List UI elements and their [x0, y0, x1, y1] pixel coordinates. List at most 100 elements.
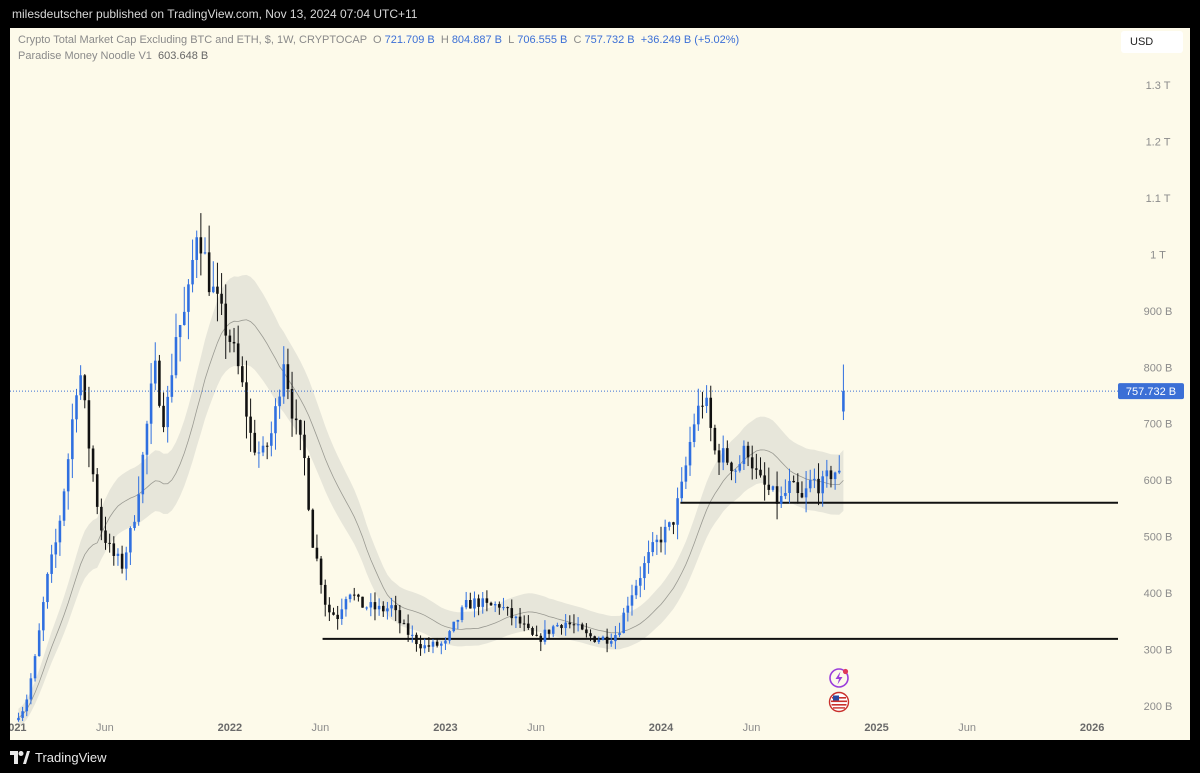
candle [440, 641, 443, 655]
candle [265, 442, 269, 460]
low-label: L [508, 34, 515, 46]
candle-body [203, 252, 207, 254]
candle-body [257, 452, 261, 454]
candle [311, 508, 315, 548]
candle-body [46, 573, 49, 603]
candle-body [692, 424, 696, 442]
candle-body [481, 598, 485, 607]
candle-body [572, 624, 576, 626]
candle [485, 590, 489, 612]
candle-body [286, 364, 290, 389]
candle [527, 615, 530, 630]
candle-body [270, 433, 273, 446]
x-tick-label: 2026 [1080, 722, 1104, 734]
candle [560, 624, 563, 635]
candle-body [663, 526, 667, 543]
chart-panel[interactable]: 757.732 B 200 B 300 B 400 B 500 B 600 B 700 B… [10, 28, 1190, 740]
candle-body [697, 405, 700, 425]
noodle-midline [18, 319, 844, 719]
candle [568, 615, 572, 629]
candle [62, 488, 66, 527]
candle [498, 601, 501, 615]
candle [419, 635, 422, 656]
tradingview-logo[interactable]: TradingView [10, 750, 107, 765]
candle [278, 389, 281, 419]
candle [100, 498, 103, 541]
candle-body [614, 635, 617, 642]
candle [701, 391, 704, 419]
candle-body [759, 469, 762, 476]
candle-body [253, 432, 257, 453]
currency-button[interactable]: USD [1121, 31, 1183, 53]
candle [241, 356, 244, 387]
candle [547, 629, 551, 639]
candle-body [71, 419, 74, 460]
candle-body [680, 481, 684, 499]
candle [709, 385, 713, 442]
candle-body [444, 640, 447, 644]
price-chart[interactable]: 757.732 B 200 B 300 B 400 B 500 B 600 B 700 B… [10, 28, 1190, 740]
candle [120, 545, 124, 574]
candle-body [390, 605, 393, 609]
candle-body [373, 602, 377, 610]
candle [294, 399, 298, 435]
candle-body [116, 553, 120, 556]
candle [551, 624, 555, 638]
high-label: H [440, 34, 449, 46]
candle-body [721, 448, 725, 463]
candle [17, 712, 20, 722]
candle [174, 313, 178, 379]
tradingview-logo-icon [10, 751, 30, 764]
candle-body [609, 641, 613, 644]
us-flag-icon[interactable] [828, 691, 850, 713]
candle-body [767, 484, 771, 490]
candle-body [605, 636, 609, 644]
candle [460, 605, 464, 623]
candle-body [66, 459, 70, 492]
x-tick-label: Jun [527, 722, 545, 734]
candle [717, 443, 721, 475]
candle-body [100, 506, 103, 531]
candle-body [518, 616, 522, 624]
candle [129, 526, 132, 566]
candle-body [149, 383, 153, 424]
candle [829, 465, 833, 488]
candle [158, 354, 161, 408]
candle [104, 516, 107, 550]
candle-body [622, 612, 625, 634]
candle-body [738, 464, 742, 471]
candle [638, 566, 642, 598]
lightning-icon[interactable] [828, 667, 850, 689]
candle-body [323, 584, 327, 605]
candle-body [166, 396, 169, 428]
candle-body [779, 495, 783, 504]
candle [788, 468, 791, 504]
candle-body [112, 543, 116, 556]
candle [763, 462, 766, 501]
candle [572, 614, 576, 634]
candle-body [796, 482, 800, 494]
candle [232, 327, 236, 353]
candle-body [25, 699, 29, 712]
candle [692, 413, 696, 448]
candle [808, 469, 812, 493]
candle [726, 440, 729, 466]
candle [352, 587, 356, 601]
candle-body [821, 476, 824, 494]
y-tick-label: 600 B [1144, 475, 1173, 487]
candle-body [452, 621, 456, 632]
candle [481, 591, 485, 614]
candle [817, 463, 820, 506]
candle [187, 279, 190, 340]
tradingview-brand: TradingView [35, 750, 107, 765]
candle [564, 614, 567, 636]
candle-body [543, 629, 547, 642]
candle-body [319, 558, 323, 585]
candle [721, 435, 725, 471]
candle-body [294, 418, 298, 421]
candle-body [593, 636, 596, 642]
candle [145, 420, 149, 475]
close-label: C [573, 34, 582, 46]
candle [506, 606, 509, 616]
candle-body [153, 360, 157, 384]
